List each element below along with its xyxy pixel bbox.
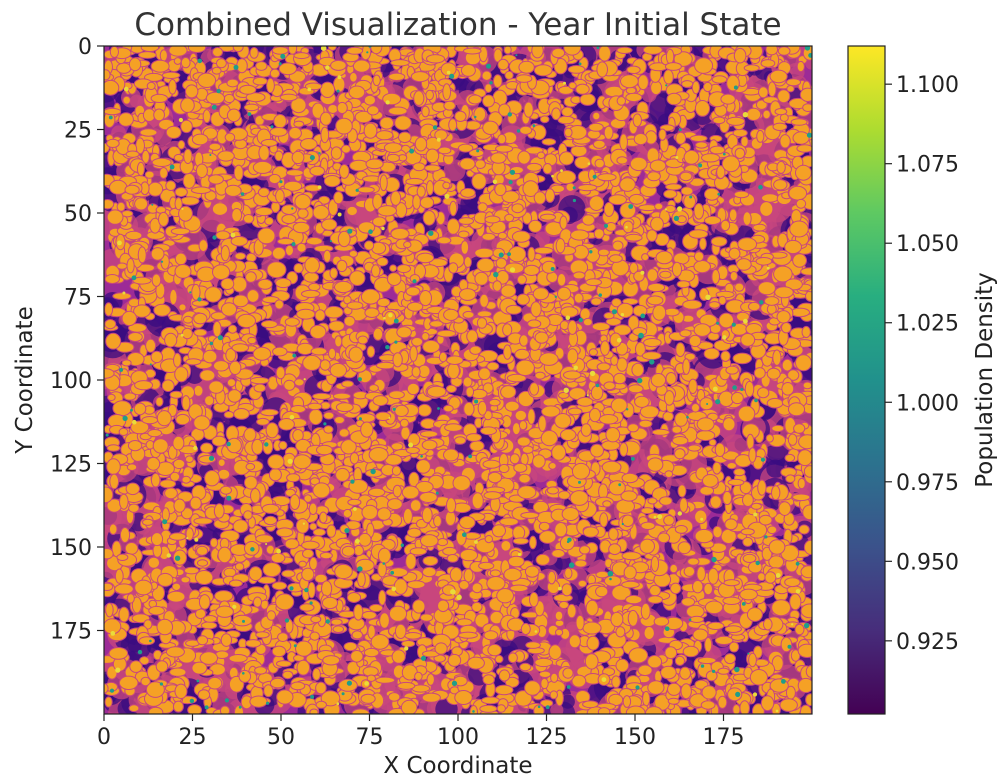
x-tick-label: 125 — [526, 725, 568, 750]
x-tick-label: 175 — [703, 725, 745, 750]
y-tick-label: 0 — [78, 35, 92, 60]
colorbar — [847, 45, 886, 715]
colorbar-tick-label: 1.000 — [896, 391, 959, 416]
x-axis: 0 25 50 75 100 125 150 175 — [97, 714, 745, 750]
colorbar-tick-label: 0.975 — [896, 471, 959, 496]
colorbar-tick-label: 1.075 — [896, 153, 959, 178]
chart-title: Combined Visualization - Year Initial St… — [134, 7, 781, 43]
x-tick-label: 100 — [437, 725, 479, 750]
colorbar-tick-label: 1.050 — [896, 232, 959, 257]
x-tick-label: 150 — [614, 725, 656, 750]
y-tick-label: 125 — [50, 453, 92, 478]
x-tick-label: 75 — [356, 725, 384, 750]
y-axis-label: Y Coordinate — [12, 306, 38, 454]
colorbar-tick-label: 1.100 — [896, 73, 959, 98]
x-tick-label: 25 — [179, 725, 207, 750]
y-tick-label: 175 — [50, 620, 92, 645]
colorbar-axis: 0.925 0.950 0.975 1.000 1.025 1.050 1.075 1.100 — [885, 73, 959, 655]
y-tick-label: 100 — [50, 369, 92, 394]
colorbar-label: Population Density — [972, 272, 998, 488]
colorbar-tick-label: 0.950 — [896, 550, 959, 575]
x-tick-label: 50 — [267, 725, 295, 750]
colorbar-tick-label: 1.025 — [896, 312, 959, 337]
y-axis: 0 25 50 75 100 125 150 175 — [50, 35, 104, 645]
y-tick-label: 150 — [50, 536, 92, 561]
x-tick-label: 0 — [97, 725, 111, 750]
colorbar-tick-label: 0.925 — [896, 630, 959, 655]
heatmap-field — [104, 46, 812, 714]
y-tick-label: 75 — [64, 286, 92, 311]
y-tick-label: 25 — [64, 119, 92, 144]
y-tick-label: 50 — [64, 202, 92, 227]
x-axis-label: X Coordinate — [383, 753, 532, 779]
